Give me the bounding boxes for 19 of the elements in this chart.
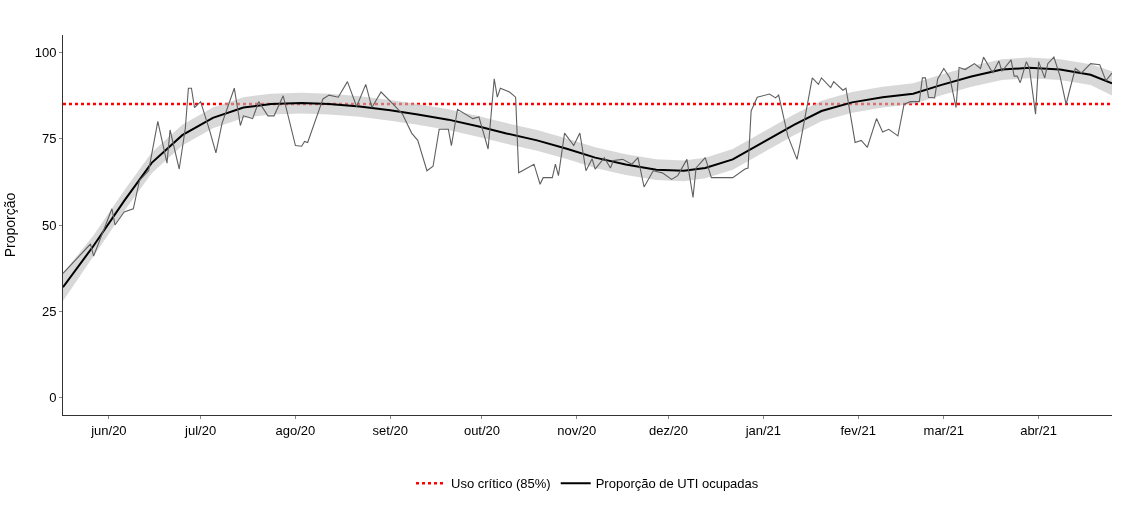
legend-label: Proporção de UTI ocupadas [595, 476, 759, 492]
y-tick-label: 50 [41, 217, 57, 233]
x-tick-label: mar/21 [923, 422, 965, 438]
y-tick-label: 100 [34, 44, 57, 60]
y-axis-title: Proporção [2, 192, 19, 258]
x-tick-label: nov/20 [557, 422, 597, 438]
x-tick-label: set/20 [372, 422, 408, 438]
x-tick-label: out/20 [463, 422, 501, 438]
x-tick-label: ago/20 [275, 422, 316, 438]
y-tick-label: 25 [41, 303, 57, 319]
x-tick-label: fev/21 [840, 422, 876, 438]
x-tick-label: jun/20 [90, 422, 127, 438]
y-tick-label: 0 [49, 390, 57, 406]
y-tick-label: 75 [41, 131, 57, 147]
x-tick-label: dez/20 [649, 422, 689, 438]
legend-label: Uso crítico (85%) [451, 476, 551, 492]
x-tick-label: jan/21 [744, 422, 782, 438]
x-tick-label: jul/20 [184, 422, 217, 438]
x-tick-label: abr/21 [1020, 422, 1058, 438]
